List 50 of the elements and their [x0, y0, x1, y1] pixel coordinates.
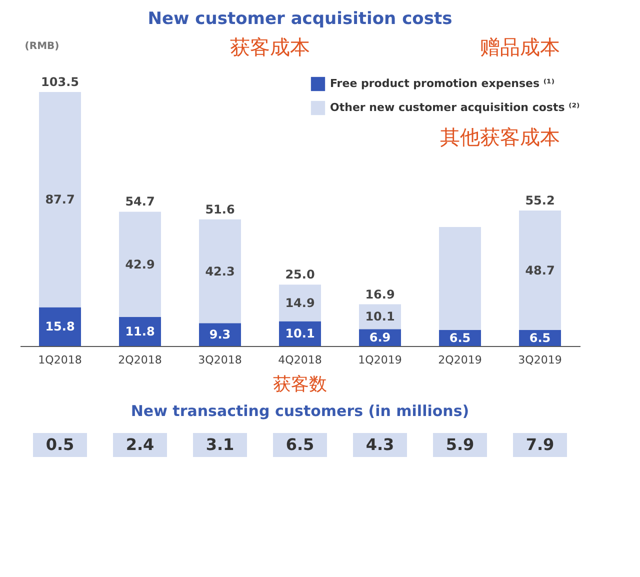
legend-label: Other new customer acquisition costs ⁽²⁾: [330, 101, 580, 114]
data-label: 3.1: [206, 435, 234, 454]
total-label: 16.9: [365, 287, 395, 302]
data-label: 6.5: [286, 435, 314, 454]
total-label: 51.6: [205, 202, 235, 216]
x-tick-label: 2Q2019: [438, 354, 482, 366]
data-label: 10.1: [365, 310, 395, 324]
data-label: 4.3: [366, 435, 394, 454]
x-tick-label: 3Q2018: [198, 354, 242, 366]
data-label: 0.5: [46, 435, 74, 454]
chart-title: New customer acquisition costs: [148, 9, 452, 29]
x-tick-label: 2Q2018: [118, 354, 162, 366]
data-label: 10.1: [285, 326, 315, 341]
total-label: 54.7: [125, 194, 155, 209]
x-tick-label: 1Q2019: [358, 354, 402, 366]
text: 赠品成本: [480, 35, 560, 59]
total-label: 55.2: [525, 194, 555, 208]
bar: [439, 226, 481, 330]
bar: [119, 212, 161, 318]
data-label: 9.3: [209, 328, 231, 342]
annotation: 其他获客成本: [440, 125, 560, 149]
text: New transacting customers (in millions): [130, 402, 470, 420]
y-axis-title: (RMB): [24, 41, 60, 52]
bar: [519, 210, 561, 330]
data-label: 42.3: [205, 264, 235, 278]
legend-label: Free product promotion expenses ⁽¹⁾: [330, 77, 555, 90]
text: 获客成本: [230, 35, 310, 59]
data-label: 6.5: [529, 331, 551, 346]
data-label: 5.9: [446, 435, 474, 454]
bar: [39, 92, 81, 308]
data-label: 14.9: [285, 296, 315, 310]
bar: [199, 219, 241, 324]
x-tick-label: 4Q2018: [278, 354, 322, 366]
bar: [199, 323, 241, 346]
x-tick-label: 1Q2018: [38, 354, 82, 366]
total-label: 25.0: [285, 268, 315, 282]
data-label: 87.7: [45, 192, 75, 207]
data-label: 42.9: [125, 257, 155, 272]
data-label: 7.9: [526, 435, 554, 454]
data-label: 11.8: [125, 324, 155, 339]
data-label: 6.5: [449, 331, 471, 346]
bar: [39, 307, 81, 346]
text: 获客数: [273, 374, 327, 395]
data-label: 48.7: [525, 263, 555, 278]
x-tick-label: 3Q2019: [518, 354, 562, 366]
data-label: 6.9: [369, 330, 391, 345]
total-label: 103.5: [41, 74, 79, 89]
data-label: 15.8: [45, 320, 75, 334]
bar: [279, 284, 321, 322]
data-label: 2.4: [126, 435, 154, 454]
